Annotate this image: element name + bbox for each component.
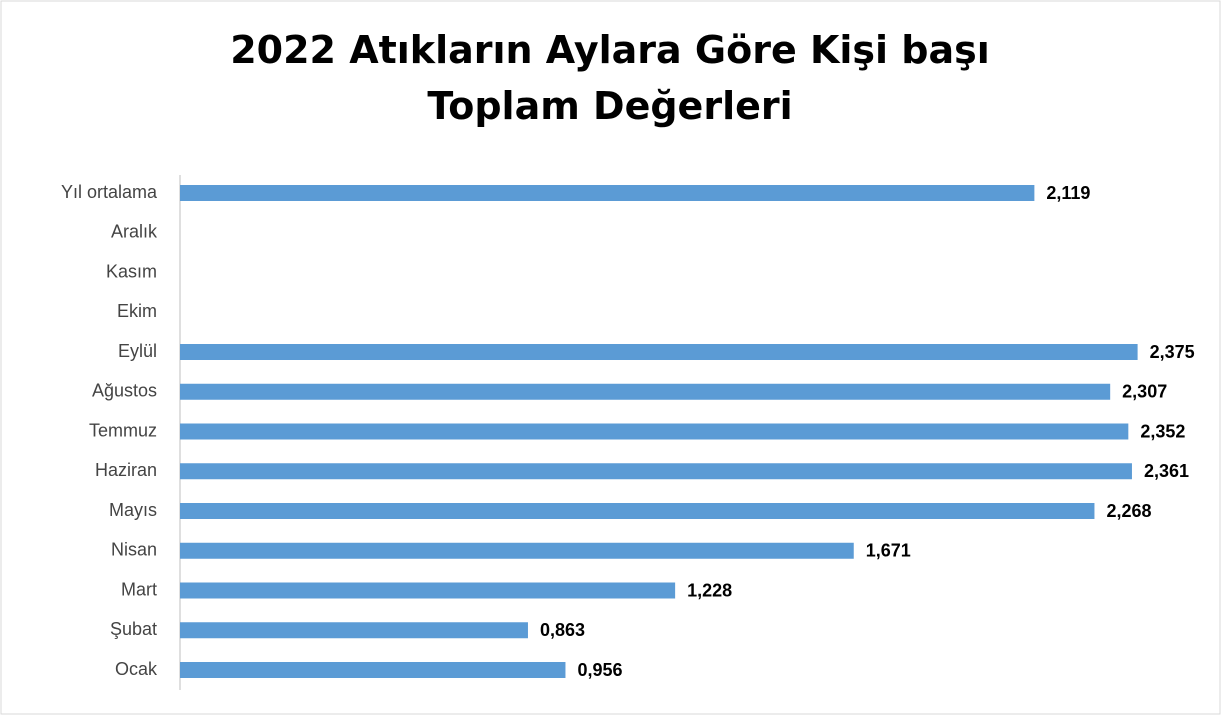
bar [180, 185, 1035, 201]
value-label: 2,268 [1106, 501, 1151, 521]
y-tick-label: Kasım [106, 261, 157, 281]
value-label: 0,956 [577, 660, 622, 680]
y-tick-label: Ağustos [92, 381, 157, 401]
bar [180, 463, 1132, 480]
bar [180, 383, 1111, 400]
y-tick-label: Mart [121, 579, 157, 599]
value-label: 2,361 [1144, 461, 1189, 481]
y-tick-label: Şubat [110, 619, 157, 639]
bar [180, 423, 1129, 440]
value-label: 2,352 [1140, 421, 1185, 441]
y-tick-label: Aralık [111, 222, 158, 242]
value-label: 0,863 [540, 620, 585, 640]
value-label: 1,671 [866, 541, 911, 561]
bar [180, 622, 528, 639]
bar [180, 582, 676, 599]
y-tick-label: Eylül [118, 341, 157, 361]
value-label: 2,119 [1046, 183, 1090, 203]
y-tick-label: Mayıs [109, 500, 157, 520]
y-tick-label: Yıl ortalama [61, 182, 158, 202]
y-tick-label: Temmuz [89, 420, 157, 440]
bar [180, 344, 1138, 360]
bar [180, 662, 566, 678]
chart-title: 2022 Atıkların Aylara Göre Kişi başı Top… [230, 28, 990, 128]
y-tick-label: Haziran [95, 460, 157, 480]
value-label: 1,228 [687, 580, 732, 600]
value-label: 2,375 [1150, 342, 1195, 362]
bar [180, 503, 1095, 519]
value-label: 2,307 [1122, 382, 1167, 402]
y-tick-label: Ekim [117, 301, 157, 321]
bar [180, 542, 854, 559]
y-tick-label: Nisan [111, 540, 157, 560]
y-tick-label: Ocak [115, 659, 158, 679]
